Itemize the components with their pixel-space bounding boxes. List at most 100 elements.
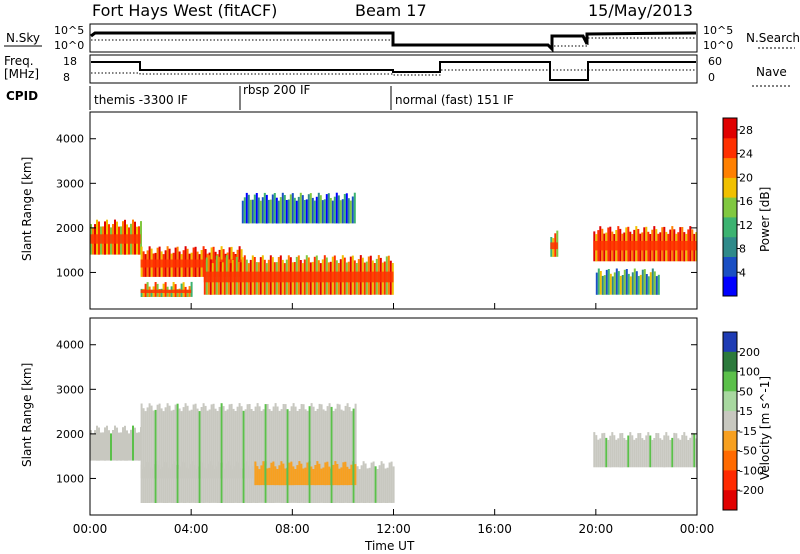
data-cell [326,406,329,479]
data-cell [329,198,332,224]
data-cell [154,464,157,503]
data-cell [356,466,359,503]
data-cell [277,200,280,224]
data-cell [228,404,231,479]
data-cell [276,468,279,503]
data-cell [158,464,161,503]
data-cell [645,274,648,295]
data-cell [241,200,244,224]
y-tick-label: 4000 [56,339,84,352]
data-cell [601,275,604,295]
data-cell [188,410,191,479]
data-cell [300,404,303,479]
colorbar-swatch [723,332,737,353]
data-band [550,230,559,257]
data-cell [595,435,598,468]
data-cell [200,407,203,479]
data-cell [679,439,682,468]
data-cell [249,199,252,224]
data-cell [254,406,257,479]
data-cell [260,410,263,479]
nsky-label: N.Sky [6,31,40,45]
data-cell [230,465,233,503]
data-band [593,432,698,468]
freq-label-line1: Freq. [4,54,34,68]
data-cell [212,403,215,479]
data-cell [643,439,646,468]
data-cell [631,272,634,295]
velocity-panel: 1000 2000 3000 4000 Slant Range [km] 200 100… [20,317,772,516]
y-tick-label: 4000 [56,133,84,146]
data-cell [318,463,321,486]
freq-trace [91,61,696,81]
data-cell [601,433,604,468]
data-cell [605,437,608,468]
data-cell [629,432,632,468]
data-cell [174,404,177,479]
data-cell [276,469,279,486]
data-cell [286,467,289,486]
cpid-mode-normal: normal (fast) 151 IF [395,93,514,107]
data-cell [298,409,301,479]
data-cell [364,463,367,503]
data-cell [304,467,307,486]
data-cell [174,461,177,503]
data-cell [254,461,257,486]
data-cell [102,432,104,461]
data-cell [182,282,185,297]
data-cell [206,468,209,503]
colorbar-swatch [723,177,737,198]
data-cell [284,468,287,486]
data-cell [305,199,308,224]
colorbar-tick-label: 50 [739,385,753,398]
data-cell [276,406,279,479]
data-cell [170,410,173,479]
data-cell [273,193,276,224]
colorbar-swatch [723,256,737,277]
data-cell [246,461,249,503]
data-cell [206,410,209,479]
data-cell [342,462,345,486]
colorbar-swatch [723,371,737,392]
freq-strip: Freq. [MHz] 18 8 60 0 Nave [4,54,790,87]
nave-label: Nave [756,65,787,79]
colorbar-swatch [723,391,737,412]
colorbar-tick-label: -100 [739,464,764,477]
data-cell [681,435,684,468]
data-cell [146,407,149,479]
data-cell [627,273,630,295]
data-cell [190,281,193,297]
data-cell [257,197,260,224]
data-cell [350,464,353,486]
data-cell [234,466,237,503]
data-cell [202,403,205,479]
colorbar-tick-label: 4 [739,266,746,279]
data-cell [116,427,118,461]
data-cell [307,194,310,224]
data-cell [230,403,233,479]
velocity-colorbar-label: Velocity [m s^-1] [758,376,772,480]
data-cell [352,461,355,486]
data-cell [250,409,253,479]
data-cell [351,196,354,224]
data-cell [293,197,296,224]
data-cell [148,462,151,503]
data-cell [372,461,375,503]
data-cell [353,192,356,224]
nsearch-label: N.Search [746,31,800,45]
data-band [241,192,356,224]
data-cell [166,462,169,503]
data-cell [300,463,303,486]
data-cell [240,467,243,503]
data-cell [266,468,269,486]
data-cell [264,404,267,479]
data-cell [261,197,264,224]
data-cell [214,408,217,479]
data-cell [238,403,241,479]
data-cell [264,463,267,486]
data-cell [176,464,179,503]
data-cell [306,410,309,479]
data-cell [368,467,371,503]
data-cell [343,194,346,224]
data-cell [629,276,632,295]
